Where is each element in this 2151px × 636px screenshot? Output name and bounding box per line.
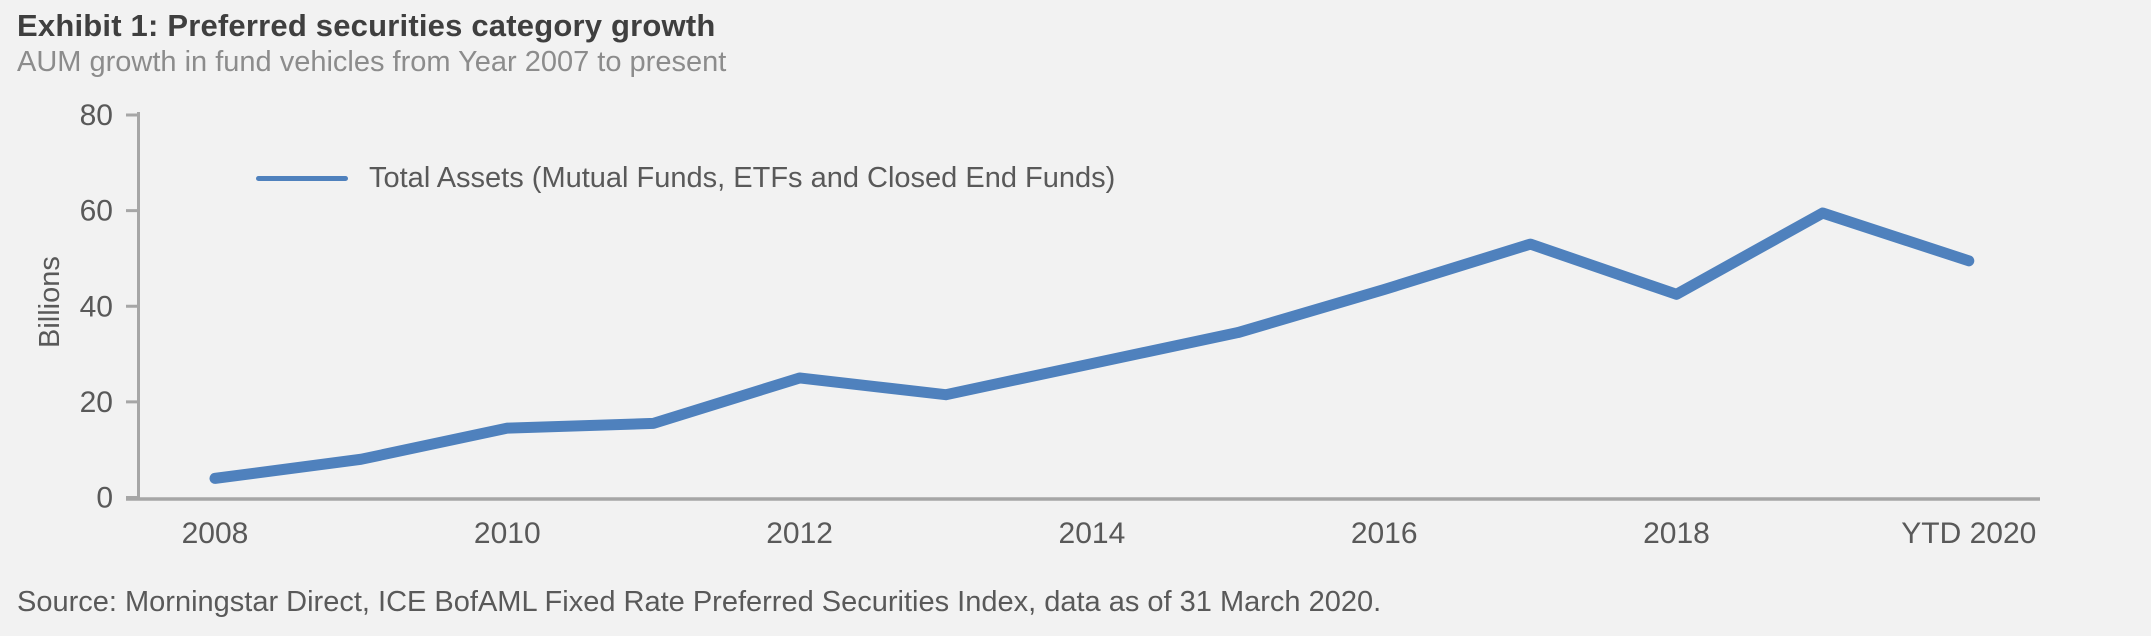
exhibit-subtitle: AUM growth in fund vehicles from Year 20… (17, 46, 727, 78)
x-tick-label: 2012 (766, 517, 833, 550)
x-tick-label: 2018 (1643, 517, 1710, 550)
x-tick-label: YTD 2020 (1901, 517, 2036, 550)
total-assets-line (209, 207, 1975, 484)
chart-legend: Total Assets (Mutual Funds, ETFs and Clo… (256, 162, 1115, 194)
y-tick-label: 20 (80, 386, 113, 419)
legend-line-swatch (256, 175, 348, 181)
y-tick-label: 0 (96, 482, 113, 515)
x-tick-label: 2016 (1351, 517, 1418, 550)
x-tick-label: 2014 (1059, 517, 1126, 550)
x-tick-label: 2008 (182, 517, 249, 550)
y-tick-label: 40 (80, 290, 113, 323)
x-tick-label: 2010 (474, 517, 541, 550)
y-tick-label: 80 (80, 99, 113, 132)
legend-series-label: Total Assets (Mutual Funds, ETFs and Clo… (369, 161, 1116, 194)
y-tick-label: 60 (80, 195, 113, 228)
source-note: Source: Morningstar Direct, ICE BofAML F… (17, 586, 1382, 618)
exhibit-title: Exhibit 1: Preferred securities category… (17, 8, 716, 43)
